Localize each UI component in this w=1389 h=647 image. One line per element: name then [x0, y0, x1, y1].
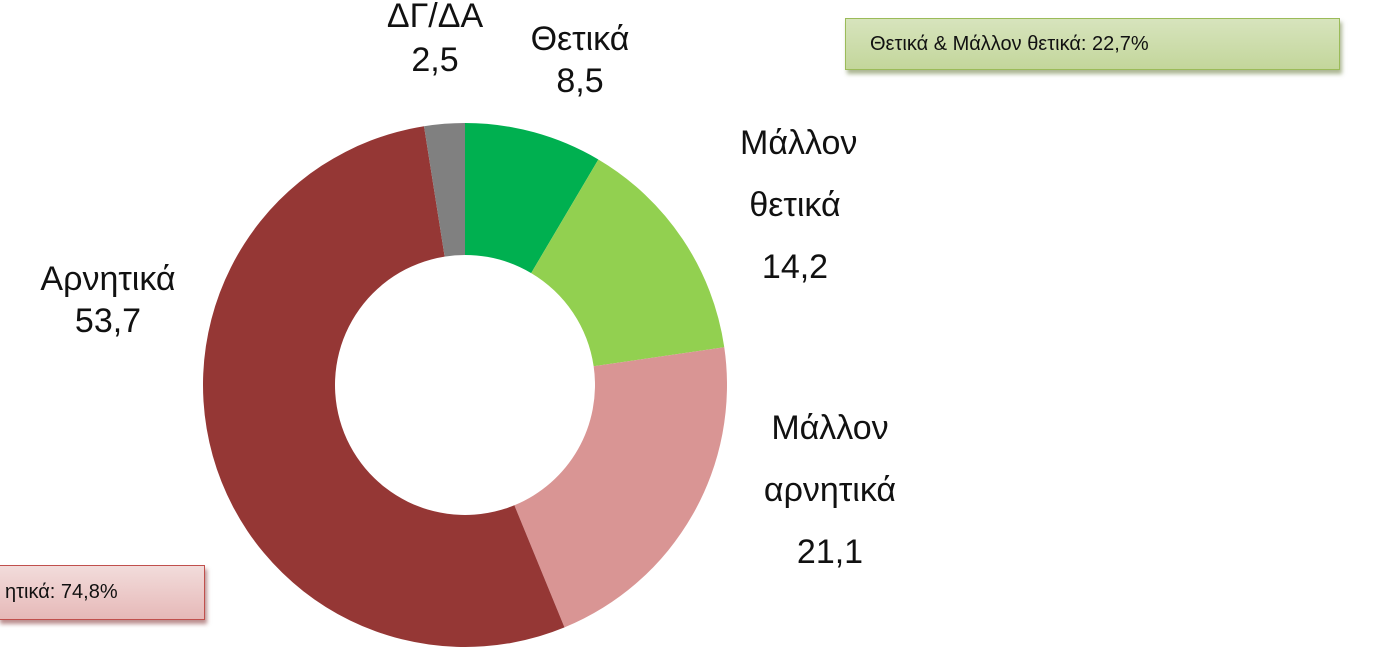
slice-label: ΔΓ/ΔΑ 2,5 — [370, 0, 500, 81]
value-label: 21,1 — [796, 533, 864, 571]
category-name: Μάλλον αρνητικά — [763, 409, 897, 509]
value-label: 2,5 — [411, 41, 459, 79]
donut-slice — [424, 123, 465, 257]
category-name: ΔΓ/ΔΑ — [386, 0, 484, 35]
value-label: 53,7 — [74, 302, 142, 340]
slice-label: Αρνητικά 53,7 — [8, 258, 208, 342]
donut-slice — [531, 159, 725, 367]
slice-label: Μάλλον θετικά 14,2 — [710, 112, 880, 298]
donut-slice — [203, 126, 565, 647]
category-name: Αρνητικά — [40, 260, 176, 298]
category-name: Μάλλον θετικά — [740, 124, 858, 224]
donut-slice — [514, 347, 727, 628]
slice-label: Μάλλον αρνητικά 21,1 — [730, 397, 930, 583]
slice-label: Θετικά 8,5 — [500, 18, 660, 102]
annotation-negative: ητικά: 74,8% — [0, 565, 205, 620]
annotation-positive: Θετικά & Μάλλον θετικά: 22,7% — [845, 18, 1340, 70]
category-name: Θετικά — [530, 20, 630, 58]
value-label: 8,5 — [556, 62, 604, 100]
value-label: 14,2 — [761, 248, 829, 286]
donut-slice — [465, 123, 599, 274]
